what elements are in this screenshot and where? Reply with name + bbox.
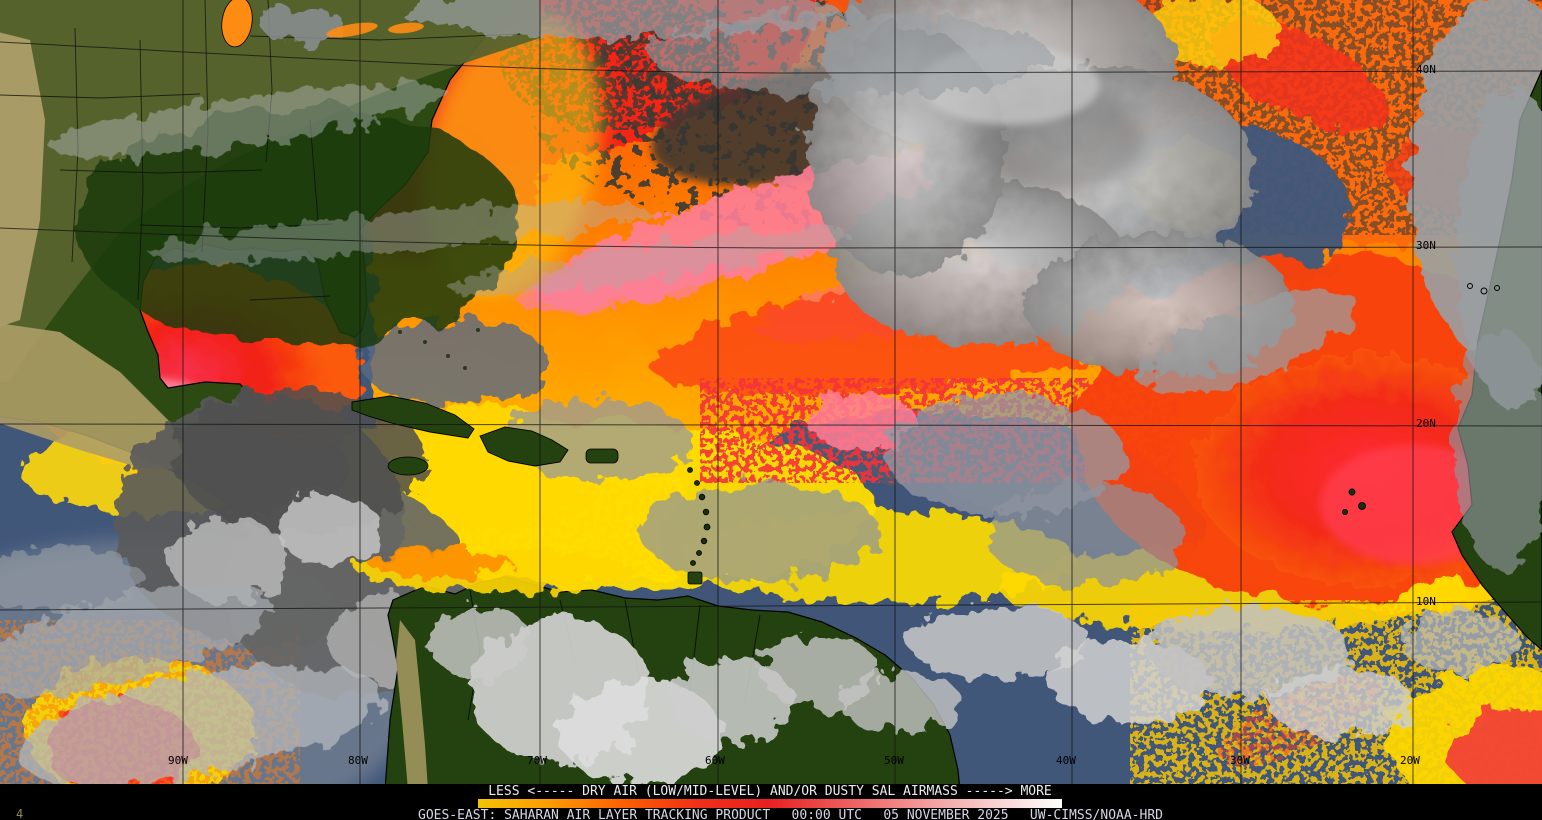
legend-scale-label: LESS <----- DRY AIR (LOW/MID-LEVEL) AND/… <box>488 784 1052 799</box>
lake-erie-dry <box>326 22 378 38</box>
cloud-central-atlantic2 <box>985 485 1185 585</box>
islands-bahamas <box>398 328 480 370</box>
island-cuba <box>351 395 475 439</box>
pacific-cloud-streaks <box>0 548 383 784</box>
latitude-label-10n: 10N <box>1416 595 1436 608</box>
longitude-label-70w: 70W <box>527 754 547 767</box>
latitude-label-30n: 30N <box>1416 239 1436 252</box>
bahamas-grey-blue <box>360 320 550 404</box>
islands-cape-verde <box>1342 488 1366 515</box>
land-tan-plains <box>0 32 45 327</box>
lake-ontario-dry <box>388 22 424 34</box>
cloud-wisp-east <box>1141 290 1359 394</box>
longitude-label-40w: 40W <box>1056 754 1076 767</box>
cloud-caribbean-se <box>640 482 880 582</box>
longitude-label-30w: 30W <box>1230 754 1250 767</box>
status-line: GOES-EAST: SAHARAN AIR LAYER TRACKING PR… <box>418 809 1163 820</box>
product-time: 00:00 UTC <box>791 808 862 820</box>
latitude-label-40n: 40N <box>1416 63 1436 76</box>
product-credit: UW-CIMSS/NOAA-HRD <box>1029 808 1163 820</box>
longitude-label-60w: 60W <box>705 754 725 767</box>
lake-michigan-dry <box>221 0 253 48</box>
satellite-map-image <box>0 0 1542 784</box>
island-hispaniola <box>479 426 569 467</box>
pink-speckle-mid <box>805 392 915 448</box>
island-puerto-rico <box>585 448 619 464</box>
latitude-label-20n: 20N <box>1416 417 1436 430</box>
dust-cloud-africa-south <box>1454 330 1542 570</box>
land-olive-overlay <box>0 0 540 382</box>
legend-status-bar: LESS <----- DRY AIR (LOW/MID-LEVEL) AND/… <box>0 784 1542 820</box>
island-trinidad <box>687 571 703 585</box>
legend-colorbar <box>478 799 1062 808</box>
topright-yellow-patch <box>1140 0 1280 65</box>
cloud-clusters-south-america <box>428 606 880 784</box>
longitude-label-90w: 90W <box>168 754 188 767</box>
product-date: 05 NOVEMBER 2025 <box>883 808 1009 820</box>
itcz-cloud-clusters <box>838 606 1520 738</box>
island-lesser-antilles <box>687 467 711 566</box>
islands-canary <box>1467 283 1500 295</box>
us-cloud-streaks <box>51 0 1050 296</box>
land-tan-mexico <box>0 323 190 470</box>
lake-huron-cloud <box>260 6 344 42</box>
product-title: GOES-EAST: SAHARAN AIR LAYER TRACKING PR… <box>418 808 771 820</box>
longitude-label-20w: 20W <box>1400 754 1420 767</box>
corner-red-se <box>1450 710 1542 784</box>
longitude-label-80w: 80W <box>348 754 368 767</box>
longitude-label-50w: 50W <box>884 754 904 767</box>
orange-venezuela-coast <box>368 548 512 578</box>
island-jamaica <box>387 456 429 476</box>
dust-cloud-africa-north <box>1457 90 1542 410</box>
land-andes-tan <box>396 620 428 784</box>
frame-number: 4 <box>16 807 24 820</box>
